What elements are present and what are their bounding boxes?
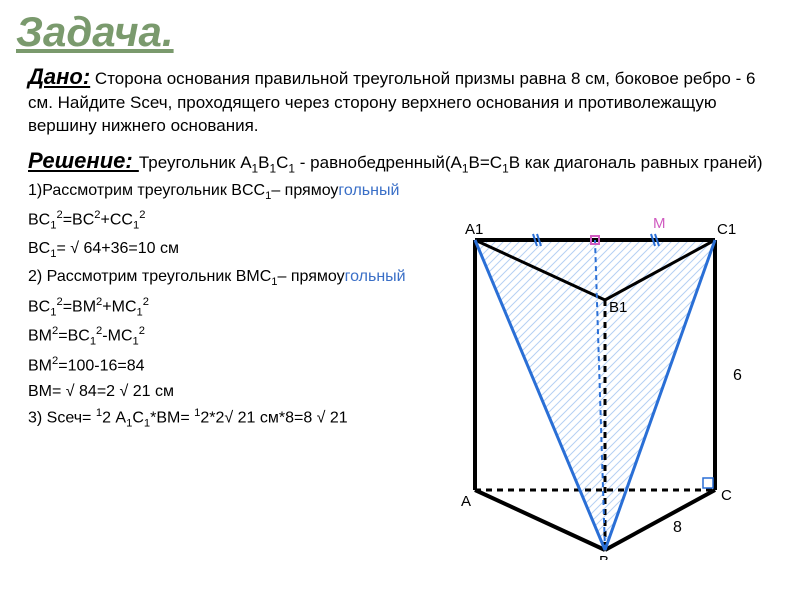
svg-text:A: A	[461, 493, 471, 510]
svg-text:8: 8	[673, 519, 682, 536]
svg-text:A1: A1	[465, 221, 483, 238]
svg-text:C1: C1	[717, 221, 736, 238]
solution-label: Решение:	[28, 148, 139, 173]
step-1: 1)Рассмотрим треугольник BCC1– прямоугол…	[28, 180, 772, 204]
prism-diagram: 6 8 A1 C1 B1 M A C B	[455, 210, 755, 560]
slide-title: Задача.	[0, 0, 800, 56]
solution-text: Треугольник A1B1C1 - равнобедренный(A1B=…	[139, 153, 763, 172]
given-label: Дано:	[28, 64, 90, 89]
solution-block: Решение: Треугольник A1B1C1 - равнобедре…	[28, 146, 772, 176]
svg-text:C: C	[721, 487, 732, 504]
svg-text:B: B	[599, 553, 609, 560]
given-text: Сторона основания правильной треугольной…	[28, 69, 755, 135]
svg-text:M: M	[653, 215, 666, 232]
svg-text:6: 6	[733, 367, 742, 384]
svg-text:B1: B1	[609, 299, 627, 316]
given-block: Дано: Сторона основания правильной треуг…	[28, 62, 772, 138]
